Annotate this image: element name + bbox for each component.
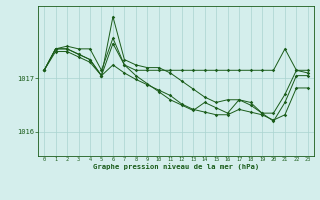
- X-axis label: Graphe pression niveau de la mer (hPa): Graphe pression niveau de la mer (hPa): [93, 163, 259, 170]
